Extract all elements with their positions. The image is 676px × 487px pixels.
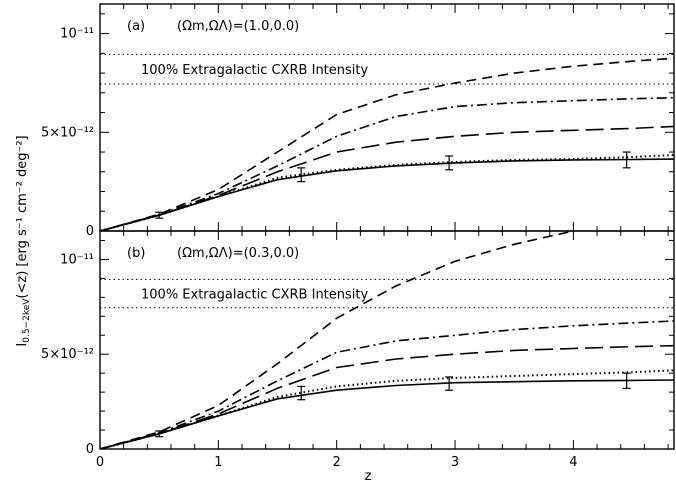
plot-frame xyxy=(99,230,675,450)
series-line-dash-dot xyxy=(100,97,674,231)
cosmology-params: (Ωm,ΩΛ)=(0.3,0.0) xyxy=(177,246,299,261)
series-line-dash-dot xyxy=(100,320,674,449)
y-tick-label: 5×10⁻¹² xyxy=(41,125,94,140)
x-tick-label: 2 xyxy=(333,455,341,470)
plot-frame xyxy=(99,3,675,232)
y-axis-label: I0.5−2keV(<z) [erg s⁻¹ cm⁻² deg⁻²] xyxy=(15,135,32,346)
panel-label: (b) xyxy=(127,246,145,261)
x-tick-label: 0 xyxy=(96,455,104,470)
cxrb-annotation: 100% Extragalactic CXRB Intensity xyxy=(141,288,369,303)
series-line-long-dash xyxy=(100,125,674,231)
panel-a: 0 5×10⁻¹² 10⁻¹¹ (a) (Ωm,ΩΛ)=(1.0,0.0) 100% Ex… xyxy=(41,3,675,239)
series-line-dotted xyxy=(100,369,674,449)
panel-label: (a) xyxy=(127,19,145,34)
series-group xyxy=(100,231,674,449)
cxrb-annotation: 100% Extragalactic CXRB Intensity xyxy=(141,63,369,78)
panel-b: 0 5×10⁻¹² 10⁻¹¹ 0 1 2 3 4 (b) (Ωm,ΩΛ)=(0.3,0.0) 10… xyxy=(41,230,675,470)
x-tick-label: 4 xyxy=(569,455,577,470)
x-tick-label: 3 xyxy=(451,455,459,470)
series-line-solid xyxy=(100,379,674,449)
series-line-short-dash xyxy=(100,231,574,449)
y-tick-label: 0 xyxy=(86,442,94,457)
y-tick-label: 5×10⁻¹² xyxy=(41,347,94,362)
series-group xyxy=(100,57,674,231)
y-tick-label: 10⁻¹¹ xyxy=(60,27,94,42)
x-axis-label: z xyxy=(365,469,372,482)
y-tick-label: 10⁻¹¹ xyxy=(60,252,94,267)
series-line-short-dash xyxy=(100,57,674,231)
x-tick-label: 1 xyxy=(214,455,222,470)
cosmology-params: (Ωm,ΩΛ)=(1.0,0.0) xyxy=(177,19,299,34)
series-line-solid xyxy=(100,158,674,231)
series-line-long-dash xyxy=(100,344,674,449)
y-tick-label: 0 xyxy=(86,224,94,239)
